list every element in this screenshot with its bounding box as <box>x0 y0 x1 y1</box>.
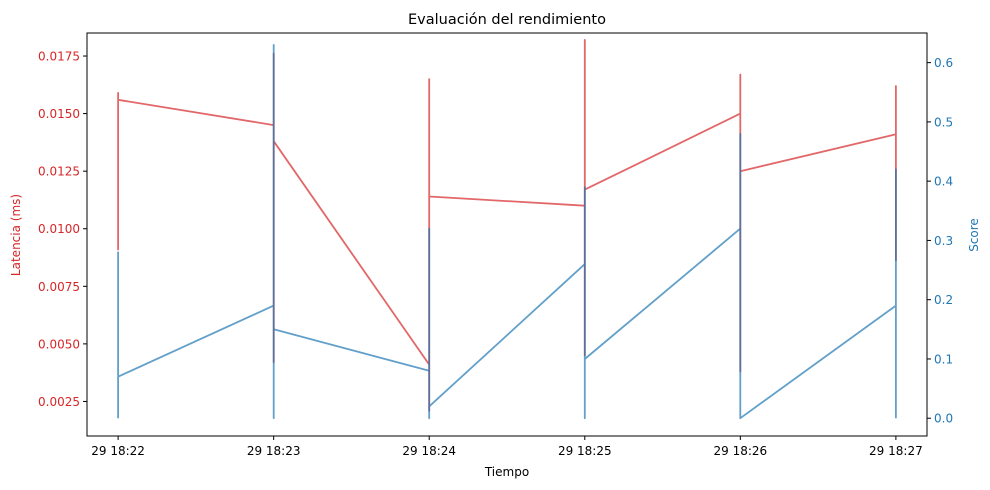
right-tick-label: 0.4 <box>934 175 953 189</box>
series-line-right <box>117 44 897 420</box>
right-tick-label: 0.3 <box>934 234 953 248</box>
right-tick-label: 0.1 <box>934 352 953 366</box>
right-tick-label: 0.5 <box>934 115 953 129</box>
right-tick-label: 0.2 <box>934 293 953 307</box>
series-right <box>117 44 897 420</box>
left-tick-label: 0.0025 <box>38 395 80 409</box>
x-tick-label: 29 18:22 <box>91 444 145 458</box>
left-tick-label: 0.0175 <box>38 50 80 64</box>
series-layer <box>117 39 897 420</box>
left-tick-label: 0.0125 <box>38 165 80 179</box>
x-tick-label: 29 18:26 <box>713 444 767 458</box>
chart-title: Evaluación del rendimiento <box>408 12 606 28</box>
right-tick-label: 0.0 <box>934 412 953 426</box>
x-axis-label: Tiempo <box>484 465 529 479</box>
x-axis-ticks: 29 18:22 29 18:23 29 18:24 29 18:25 29 18:26… <box>91 436 923 458</box>
left-tick-label: 0.0100 <box>38 222 80 236</box>
right-axis-ticks: 0.0 0.1 0.2 0.3 0.4 0.5 0.6 <box>927 56 953 426</box>
left-tick-label: 0.0075 <box>38 280 80 294</box>
x-tick-label: 29 18:24 <box>402 444 456 458</box>
left-tick-label: 0.0150 <box>38 107 80 121</box>
right-axis-label: Score <box>967 218 981 252</box>
left-tick-label: 0.0050 <box>38 337 80 351</box>
x-tick-label: 29 18:23 <box>247 444 301 458</box>
x-tick-label: 29 18:27 <box>869 444 923 458</box>
right-tick-label: 0.6 <box>934 56 953 70</box>
left-axis-ticks: 0.0025 0.0050 0.0075 0.0100 0.0125 0.0150 0.01… <box>38 50 87 409</box>
plot-frame <box>86 32 928 437</box>
x-tick-label: 29 18:25 <box>558 444 612 458</box>
left-axis-label: Latencia (ms) <box>9 194 23 276</box>
